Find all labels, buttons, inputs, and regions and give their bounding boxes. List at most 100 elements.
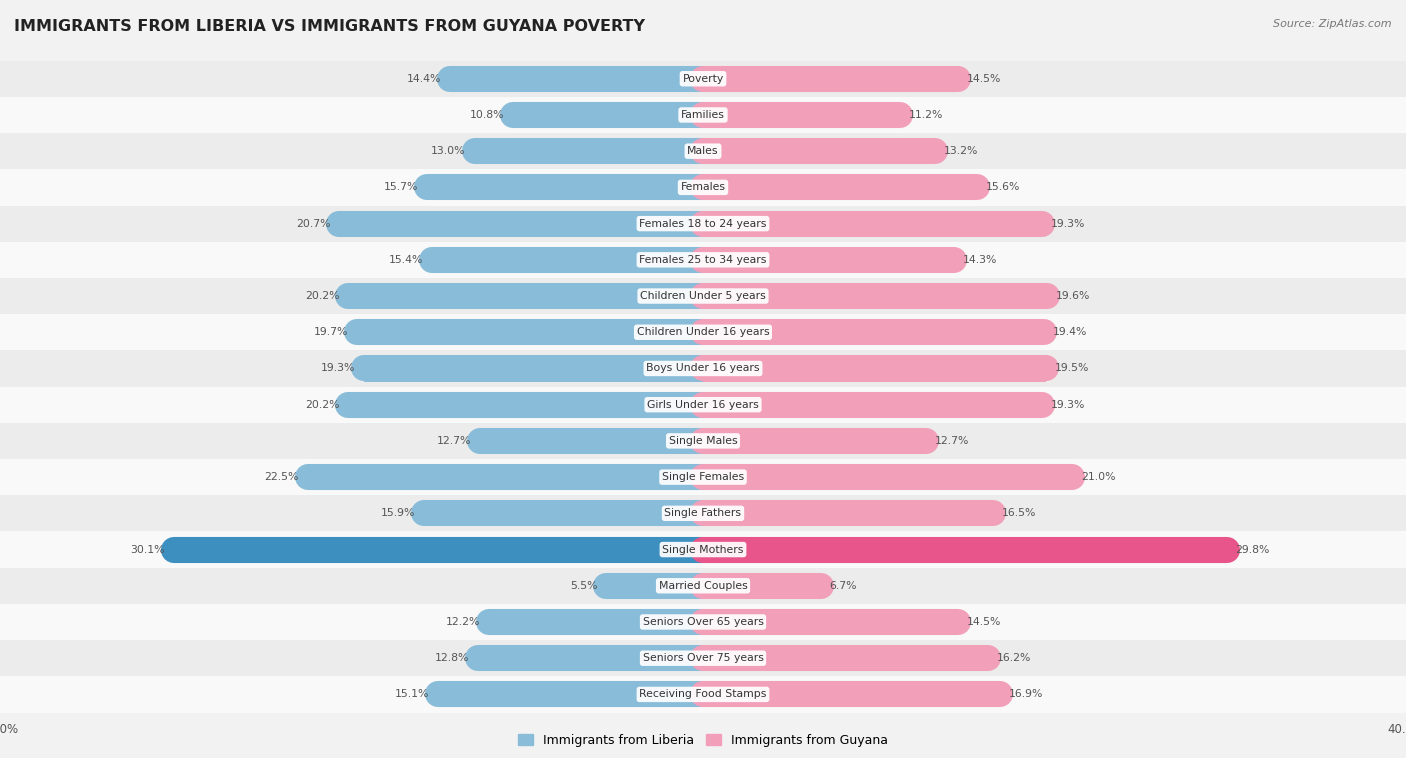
Text: 12.7%: 12.7% <box>437 436 471 446</box>
Bar <box>703 211 1042 236</box>
Text: 19.3%: 19.3% <box>1052 399 1085 409</box>
Bar <box>703 573 821 599</box>
Bar <box>0 97 1406 133</box>
Bar <box>0 278 1406 314</box>
Bar <box>349 283 703 309</box>
Text: 14.3%: 14.3% <box>963 255 997 265</box>
Bar <box>0 495 1406 531</box>
Bar <box>703 681 1000 707</box>
Text: 12.7%: 12.7% <box>935 436 969 446</box>
Text: 10.8%: 10.8% <box>470 110 505 120</box>
Bar <box>174 537 703 562</box>
Text: Single Mothers: Single Mothers <box>662 544 744 555</box>
Bar <box>703 102 900 128</box>
Text: Children Under 5 years: Children Under 5 years <box>640 291 766 301</box>
Bar <box>0 314 1406 350</box>
Text: 19.7%: 19.7% <box>314 327 349 337</box>
Text: 29.8%: 29.8% <box>1236 544 1270 555</box>
Text: 5.5%: 5.5% <box>569 581 598 590</box>
Text: 16.2%: 16.2% <box>997 653 1031 663</box>
Text: IMMIGRANTS FROM LIBERIA VS IMMIGRANTS FROM GUYANA POVERTY: IMMIGRANTS FROM LIBERIA VS IMMIGRANTS FR… <box>14 19 645 34</box>
Text: Females 18 to 24 years: Females 18 to 24 years <box>640 218 766 229</box>
Text: 19.6%: 19.6% <box>1056 291 1091 301</box>
Text: 16.5%: 16.5% <box>1001 509 1036 518</box>
Text: 12.8%: 12.8% <box>434 653 470 663</box>
Text: 15.6%: 15.6% <box>986 183 1021 193</box>
Text: Single Females: Single Females <box>662 472 744 482</box>
Legend: Immigrants from Liberia, Immigrants from Guyana: Immigrants from Liberia, Immigrants from… <box>513 728 893 752</box>
Bar <box>349 392 703 418</box>
Text: Married Couples: Married Couples <box>658 581 748 590</box>
Bar <box>703 537 1227 562</box>
Text: 19.3%: 19.3% <box>1052 218 1085 229</box>
Text: 15.7%: 15.7% <box>384 183 419 193</box>
Bar <box>0 676 1406 713</box>
Bar <box>364 356 703 381</box>
Bar <box>0 61 1406 97</box>
Bar <box>0 640 1406 676</box>
Bar <box>0 604 1406 640</box>
Text: Poverty: Poverty <box>682 74 724 83</box>
Bar <box>703 283 1047 309</box>
Bar <box>0 205 1406 242</box>
Text: Families: Families <box>681 110 725 120</box>
Text: Seniors Over 65 years: Seniors Over 65 years <box>643 617 763 627</box>
Bar <box>489 609 703 635</box>
Bar <box>703 319 1043 346</box>
Text: 15.1%: 15.1% <box>395 690 429 700</box>
Bar <box>357 319 703 346</box>
Text: 30.1%: 30.1% <box>131 544 166 555</box>
Bar <box>606 573 703 599</box>
Bar <box>703 645 987 672</box>
Text: Females 25 to 34 years: Females 25 to 34 years <box>640 255 766 265</box>
Text: Receiving Food Stamps: Receiving Food Stamps <box>640 690 766 700</box>
Text: 13.0%: 13.0% <box>432 146 465 156</box>
Bar <box>0 242 1406 278</box>
Text: 11.2%: 11.2% <box>908 110 943 120</box>
Text: Seniors Over 75 years: Seniors Over 75 years <box>643 653 763 663</box>
Bar <box>703 66 957 92</box>
Bar <box>0 423 1406 459</box>
Text: Single Males: Single Males <box>669 436 737 446</box>
Text: 19.3%: 19.3% <box>321 364 354 374</box>
Text: Single Fathers: Single Fathers <box>665 509 741 518</box>
Text: 15.9%: 15.9% <box>381 509 415 518</box>
Bar <box>339 211 703 236</box>
Text: 13.2%: 13.2% <box>943 146 979 156</box>
Text: Females: Females <box>681 183 725 193</box>
Bar <box>703 464 1073 490</box>
Bar <box>703 174 977 200</box>
Text: 6.7%: 6.7% <box>830 581 858 590</box>
Bar <box>703 392 1042 418</box>
Bar <box>0 568 1406 604</box>
Bar <box>427 174 703 200</box>
Bar <box>450 66 703 92</box>
Bar <box>478 645 703 672</box>
Text: 22.5%: 22.5% <box>264 472 299 482</box>
Text: Source: ZipAtlas.com: Source: ZipAtlas.com <box>1274 19 1392 29</box>
Bar <box>475 138 703 164</box>
Bar <box>0 169 1406 205</box>
Text: 20.2%: 20.2% <box>305 291 339 301</box>
Bar <box>703 500 993 526</box>
Bar <box>513 102 703 128</box>
Text: Girls Under 16 years: Girls Under 16 years <box>647 399 759 409</box>
Text: 14.5%: 14.5% <box>967 617 1001 627</box>
Text: 19.5%: 19.5% <box>1054 364 1088 374</box>
Bar <box>703 356 1046 381</box>
Bar <box>703 428 927 454</box>
Text: 20.7%: 20.7% <box>295 218 330 229</box>
Text: 15.4%: 15.4% <box>389 255 423 265</box>
Bar <box>703 609 957 635</box>
Bar <box>0 350 1406 387</box>
Bar <box>0 531 1406 568</box>
Bar <box>479 428 703 454</box>
Bar <box>0 387 1406 423</box>
Bar <box>433 247 703 273</box>
Bar <box>0 133 1406 169</box>
Bar <box>703 247 955 273</box>
Bar <box>437 681 703 707</box>
Bar <box>0 459 1406 495</box>
Bar <box>423 500 703 526</box>
Bar <box>703 138 935 164</box>
